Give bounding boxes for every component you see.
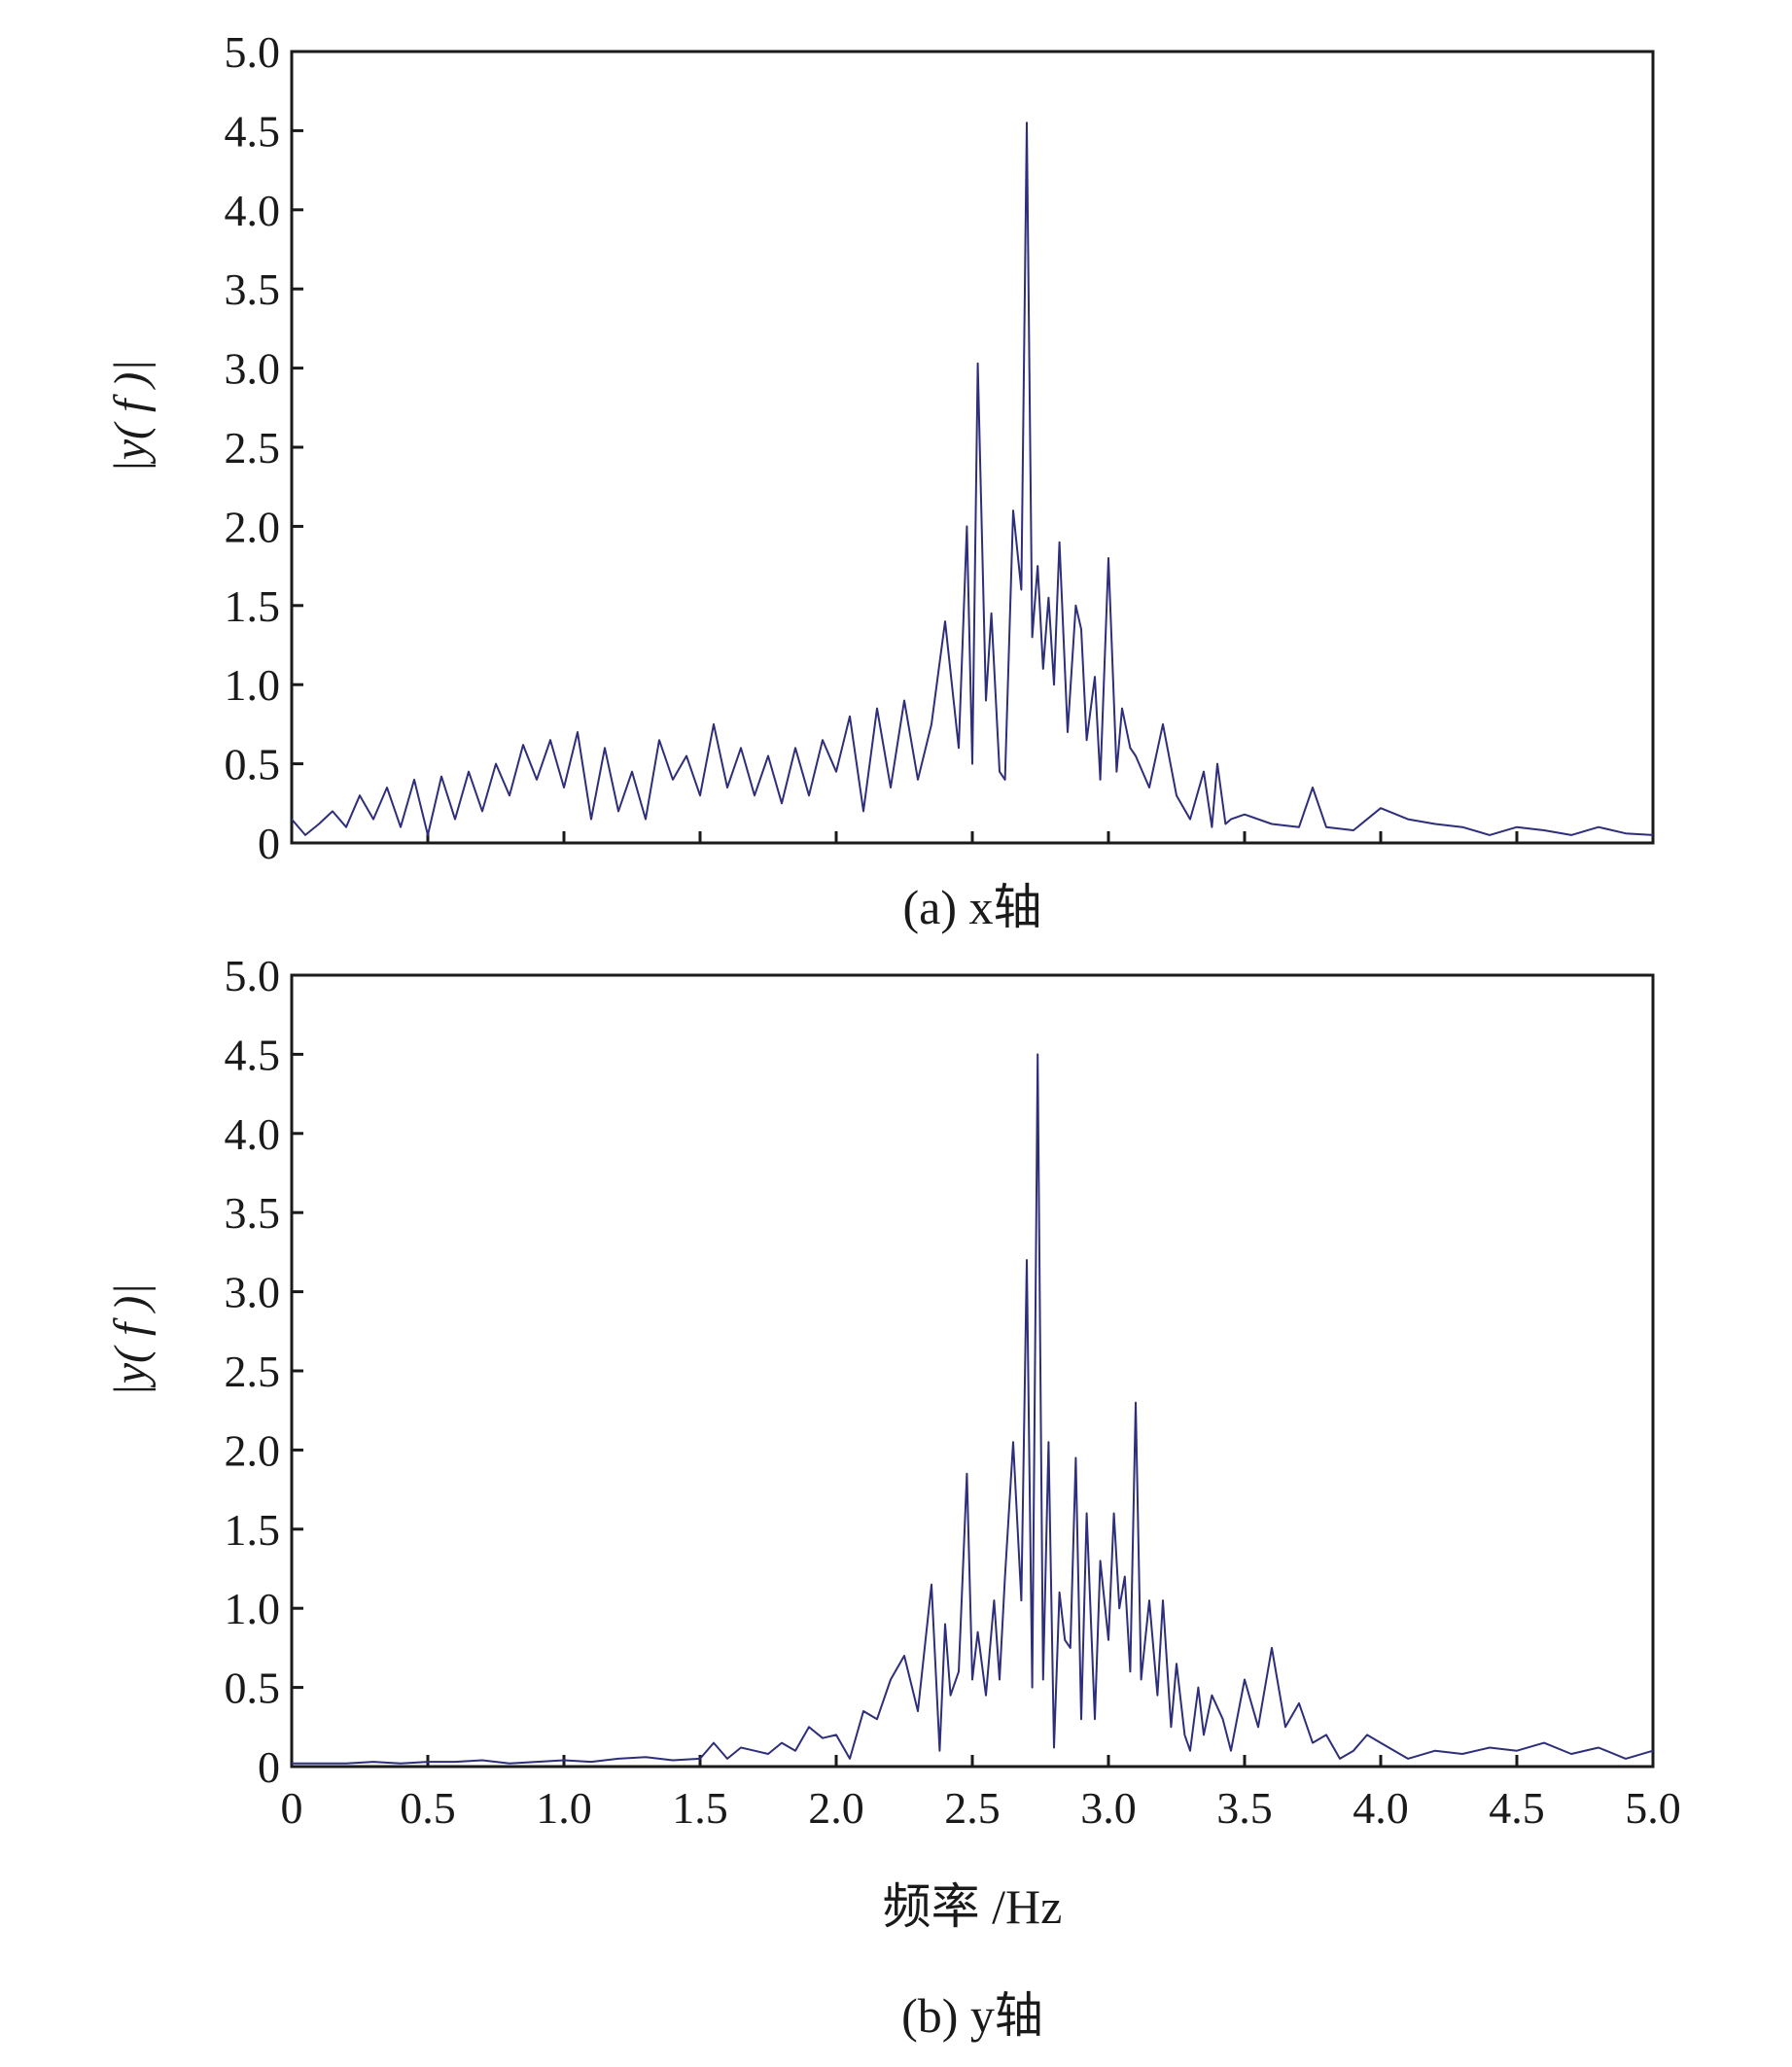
y-tick-label: 3.5: [225, 1188, 281, 1238]
y-tick-label: 5.0: [225, 27, 281, 77]
x-tick-label: 0.5: [400, 1783, 456, 1833]
caption-a: (a) x轴: [903, 880, 1042, 934]
y-tick-label: 0.5: [225, 1664, 281, 1713]
x-tick-label: 2.5: [944, 1783, 1001, 1833]
y-tick-label: 1.5: [225, 1505, 281, 1555]
caption-b: (b) y轴: [901, 1988, 1043, 2043]
x-tick-label: 3.5: [1216, 1783, 1273, 1833]
y-tick-label: 3.0: [225, 1268, 281, 1317]
y-tick-label: 1.0: [225, 1584, 281, 1633]
panel-a: 0 0.5 1.0 1.5 2.0 2.5 3.0 3.5 4.0 4.5 5.0 |y( f )|…: [105, 27, 1655, 934]
x-tick-label: 0: [281, 1783, 303, 1833]
y-tick-label: 4.5: [225, 106, 281, 156]
y-tick-label: 3.5: [225, 264, 281, 314]
x-tick-label: 3.0: [1080, 1783, 1137, 1833]
y-axis-label-a: |y( f )|: [105, 360, 157, 473]
x-tick-label: 5.0: [1625, 1783, 1681, 1833]
series-line-b: [292, 1053, 1654, 1765]
y-tick-label: 1.0: [225, 660, 281, 710]
y-tick-label: 5.0: [225, 951, 281, 1000]
y-tick-label: 2.5: [225, 1347, 281, 1396]
y-tick-label: 4.0: [225, 186, 281, 235]
tick-group-a: [290, 50, 1655, 845]
x-tick-label: 4.5: [1489, 1783, 1545, 1833]
y-tick-label: 4.5: [225, 1030, 281, 1079]
y-tick-label: 2.5: [225, 423, 281, 473]
y-tick-label: 2.0: [225, 502, 281, 551]
y-tick-label: 1.5: [225, 581, 281, 631]
y-tick-labels-b: 0 0.5 1.0 1.5 2.0 2.5 3.0 3.5 4.0 4.5 5.0: [225, 951, 281, 1792]
tick-group-b: [290, 973, 1655, 1769]
series-line-a: [291, 122, 1654, 836]
y-tick-label: 0: [258, 1742, 280, 1792]
x-tick-labels-b: 0 0.5 1.0 1.5 2.0 2.5 3.0 3.5 4.0 4.5 5.0: [281, 1783, 1681, 1833]
y-tick-label: 2.0: [225, 1425, 281, 1475]
x-tick-label: 4.0: [1353, 1783, 1409, 1833]
y-tick-label: 0.5: [225, 740, 281, 789]
y-axis-label-b: |y( f )|: [105, 1283, 157, 1397]
x-axis-label-b: 频率 /Hz: [883, 1879, 1063, 1934]
y-tick-label: 4.0: [225, 1109, 281, 1159]
y-tick-label: 0: [258, 819, 280, 868]
x-tick-label: 1.5: [672, 1783, 728, 1833]
x-tick-label: 2.0: [808, 1783, 864, 1833]
y-tick-label: 3.0: [225, 344, 281, 394]
panel-b: 0 0.5 1.0 1.5 2.0 2.5 3.0 3.5 4.0 4.5 5.0 0 0.5 1.0 1…: [105, 951, 1681, 2043]
y-tick-labels-a: 0 0.5 1.0 1.5 2.0 2.5 3.0 3.5 4.0 4.5 5.0: [225, 27, 281, 868]
x-tick-label: 1.0: [536, 1783, 592, 1833]
